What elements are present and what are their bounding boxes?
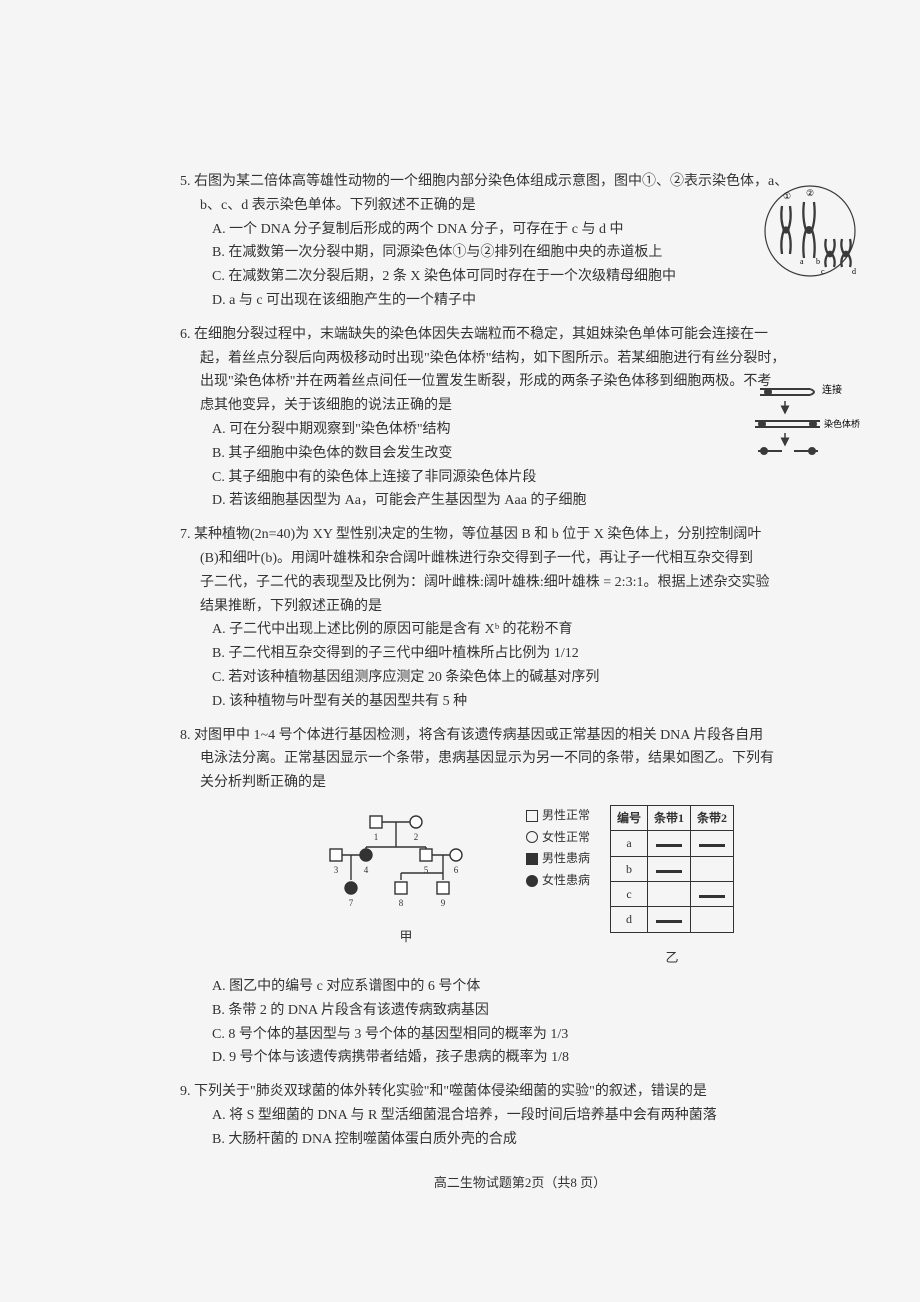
q6-bridge-figure: 连接 染色体桥 (750, 379, 860, 457)
q8-legend: 男性正常 女性正常 男性患病 女性患病 (526, 805, 590, 891)
legend-am: 男性患病 (542, 848, 590, 870)
q9-optA: A. 将 S 型细菌的 DNA 与 R 型活细菌混合培养，一段时间后培养基中会有… (180, 1104, 860, 1128)
q9-optB: B. 大肠杆菌的 DNA 控制噬菌体蛋白质外壳的合成 (180, 1128, 860, 1152)
svg-text:7: 7 (349, 898, 354, 908)
exam-page: ① ② a b c d 5. 右图为某二倍体高等雄性动物的一个细胞内部分染色体组… (180, 170, 860, 1194)
q7-optC: C. 若对该种植物基因组测序应测定 20 条染色体上的碱基对序列 (180, 666, 860, 690)
q7-optD: D. 该种植物与叶型有关的基因型共有 5 种 (180, 690, 860, 714)
q8-pedigree-block: 123456789 甲 (306, 805, 506, 948)
q8-optC: C. 8 号个体的基因型与 3 号个体的基因型相同的概率为 1/3 (180, 1023, 860, 1047)
q5-chromosome-figure: ① ② a b c d (760, 184, 860, 279)
gel-h0: 编号 (610, 805, 647, 830)
q5-optD: D. a 与 c 可出现在该细胞产生的一个精子中 (180, 289, 860, 313)
q8-optB: B. 条带 2 的 DNA 片段含有该遗传病致病基因 (180, 999, 860, 1023)
legend-nm: 男性正常 (542, 805, 590, 827)
q8-gel-table: 编号 条带1 条带2 abcd (610, 805, 734, 933)
svg-text:连接: 连接 (822, 383, 842, 396)
q5-optA: A. 一个 DNA 分子复制后形成的两个 DNA 分子，可存在于 c 与 d 中 (180, 218, 860, 242)
svg-text:4: 4 (364, 865, 369, 875)
question-6: 连接 染色体桥 6. 在细胞分裂过程中，末端缺失的染色体因失去端粒而不稳定，其姐… (180, 323, 860, 513)
q5-stem: 5. 右图为某二倍体高等雄性动物的一个细胞内部分染色体组成示意图，图中①、②表示… (180, 170, 860, 194)
question-5: ① ② a b c d 5. 右图为某二倍体高等雄性动物的一个细胞内部分染色体组… (180, 170, 860, 313)
gel-cell (691, 907, 734, 932)
svg-text:①: ① (783, 191, 791, 201)
gel-cell (691, 856, 734, 881)
question-7: 7. 某种植物(2n=40)为 XY 型性别决定的生物，等位基因 B 和 b 位… (180, 523, 860, 713)
q8-stem: 8. 对图甲中 1~4 号个体进行基因检测，将含有该遗传病基因或正常基因的相关 … (180, 724, 860, 748)
gel-row-id: b (610, 856, 647, 881)
gel-cell (648, 907, 691, 932)
q8-figure-row: 123456789 甲 男性正常 女性正常 男性患病 女性患病 编号 条带1 条… (180, 805, 860, 969)
q8-label-yi: 乙 (610, 947, 734, 969)
q6-optD: D. 若该细胞基因型为 Aa，可能会产生基因型为 Aaa 的子细胞 (180, 489, 860, 513)
gel-h1: 条带1 (648, 805, 691, 830)
svg-text:c: c (821, 267, 825, 276)
svg-text:a: a (800, 257, 804, 266)
q7-line2: (B)和细叶(b)。用阔叶雄株和杂合阔叶雌株进行杂交得到子一代，再让子一代相互杂… (180, 547, 860, 571)
q9-stem: 9. 下列关于"肺炎双球菌的体外转化实验"和"噬菌体侵染细菌的实验"的叙述，错误… (180, 1080, 860, 1104)
svg-text:2: 2 (414, 832, 419, 842)
gel-cell (648, 831, 691, 856)
svg-text:3: 3 (334, 865, 339, 875)
svg-text:9: 9 (441, 898, 446, 908)
gel-row-id: d (610, 907, 647, 932)
svg-text:6: 6 (454, 865, 459, 875)
q8-pedigree: 123456789 (306, 805, 506, 915)
q5-optC: C. 在减数第二次分裂后期，2 条 X 染色体可同时存在于一个次级精母细胞中 (180, 265, 860, 289)
gel-row-id: c (610, 882, 647, 907)
q7-optA: A. 子二代中出现上述比例的原因可能是含有 Xᵇ 的花粉不育 (180, 618, 860, 642)
q7-optB: B. 子二代相互杂交得到的子三代中细叶植株所占比例为 1/12 (180, 642, 860, 666)
q6-line2: 起，着丝点分裂后向两极移动时出现"染色体桥"结构，如下图所示。若某细胞进行有丝分… (180, 347, 860, 371)
legend-af: 女性患病 (542, 870, 590, 892)
q8-line3: 关分析判断正确的是 (180, 771, 860, 795)
q7-stem: 7. 某种植物(2n=40)为 XY 型性别决定的生物，等位基因 B 和 b 位… (180, 523, 860, 547)
svg-text:②: ② (806, 188, 814, 198)
svg-text:1: 1 (374, 832, 379, 842)
q7-line4: 结果推断，下列叙述正确的是 (180, 595, 860, 619)
q8-optD: D. 9 号个体与该遗传病携带者结婚，孩子患病的概率为 1/8 (180, 1046, 860, 1070)
question-8: 8. 对图甲中 1~4 号个体进行基因检测，将含有该遗传病基因或正常基因的相关 … (180, 724, 860, 1071)
question-9: 9. 下列关于"肺炎双球菌的体外转化实验"和"噬菌体侵染细菌的实验"的叙述，错误… (180, 1080, 860, 1151)
svg-text:d: d (852, 267, 856, 276)
svg-text:b: b (816, 257, 820, 266)
gel-h2: 条带2 (691, 805, 734, 830)
gel-cell (648, 882, 691, 907)
gel-cell (691, 831, 734, 856)
q5-optB: B. 在减数第一次分裂中期，同源染色体①与②排列在细胞中央的赤道板上 (180, 241, 860, 265)
q8-line2: 电泳法分离。正常基因显示一个条带，患病基因显示为另一不同的条带，结果如图乙。下列… (180, 747, 860, 771)
gel-cell (691, 882, 734, 907)
q8-optA: A. 图乙中的编号 c 对应系谱图中的 6 号个体 (180, 975, 860, 999)
gel-row-id: a (610, 831, 647, 856)
page-footer: 高二生物试题第2页（共8 页） (180, 1172, 860, 1194)
svg-text:染色体桥: 染色体桥 (824, 418, 860, 429)
q6-stem: 6. 在细胞分裂过程中，末端缺失的染色体因失去端粒而不稳定，其姐妹染色单体可能会… (180, 323, 860, 347)
svg-text:8: 8 (399, 898, 404, 908)
gel-cell (648, 856, 691, 881)
q5-stem2: b、c、d 表示染色单体。下列叙述不正确的是 (180, 194, 860, 218)
legend-nf: 女性正常 (542, 827, 590, 849)
q8-gel-block: 编号 条带1 条带2 abcd 乙 (610, 805, 734, 969)
q8-label-jia: 甲 (306, 926, 506, 948)
q6-optC: C. 其子细胞中有的染色体上连接了非同源染色体片段 (180, 466, 860, 490)
q7-line3: 子二代，子二代的表现型及比例为：阔叶雌株:阔叶雄株:细叶雄株 = 2:3:1。根… (180, 571, 860, 595)
